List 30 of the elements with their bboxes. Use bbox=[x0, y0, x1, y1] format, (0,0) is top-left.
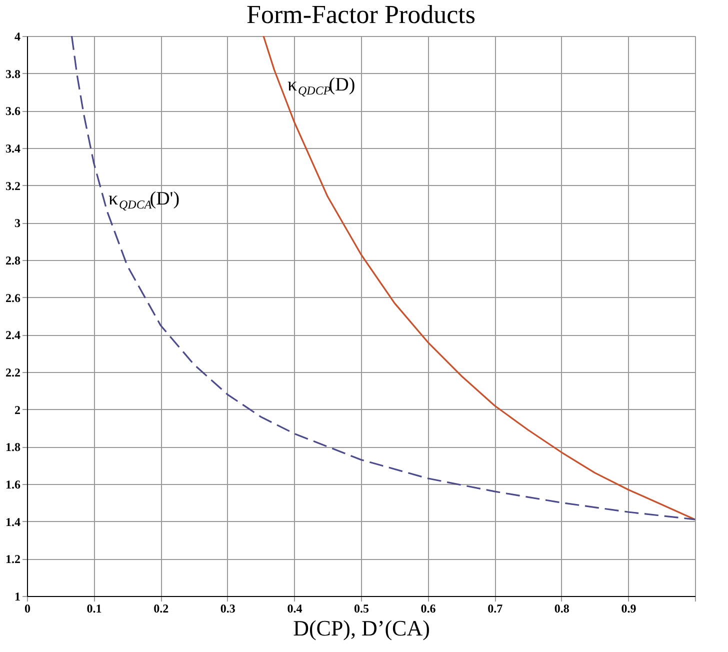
y-tick-label: 2.4 bbox=[6, 328, 20, 342]
x-axis-title: D(CP), D’(CA) bbox=[293, 616, 430, 640]
y-tick-label: 3.6 bbox=[6, 104, 20, 118]
y-tick-label: 1.6 bbox=[6, 478, 20, 492]
y-tick-label: 1 bbox=[14, 590, 20, 604]
y-tick-label: 2 bbox=[14, 402, 20, 417]
y-tick-label: 2.8 bbox=[6, 254, 20, 268]
x-tick-label: 0.5 bbox=[354, 602, 369, 616]
y-tick-label: 2.6 bbox=[6, 290, 20, 305]
x-tick-label: 0.7 bbox=[488, 602, 503, 616]
x-tick-label: 0.4 bbox=[287, 602, 302, 616]
y-tick-label: 1.8 bbox=[6, 440, 20, 454]
y-tick-label: 2.2 bbox=[6, 366, 20, 380]
y-tick-label: 1.2 bbox=[6, 552, 20, 566]
chart-title: Form-Factor Products bbox=[246, 0, 476, 29]
x-tick-label: 0.8 bbox=[554, 602, 570, 616]
y-tick-label: 3.2 bbox=[6, 178, 20, 193]
y-tick-label: 3 bbox=[14, 216, 20, 230]
x-tick-label: 0.2 bbox=[154, 602, 169, 616]
y-tick-label: 3.4 bbox=[6, 142, 20, 156]
x-tick-label: 0.1 bbox=[86, 602, 102, 616]
y-tick-label: 4 bbox=[14, 30, 20, 44]
y-tick-label: 1.4 bbox=[6, 514, 20, 529]
x-tick-label: 0.3 bbox=[220, 602, 236, 616]
y-tick-label: 3.8 bbox=[6, 66, 20, 81]
x-tick-label: 0 bbox=[24, 602, 30, 616]
line-series bbox=[262, 36, 695, 520]
line-series bbox=[70, 36, 695, 520]
x-tick-label: 0.6 bbox=[420, 602, 436, 616]
x-tick-label: 0.9 bbox=[621, 602, 636, 616]
